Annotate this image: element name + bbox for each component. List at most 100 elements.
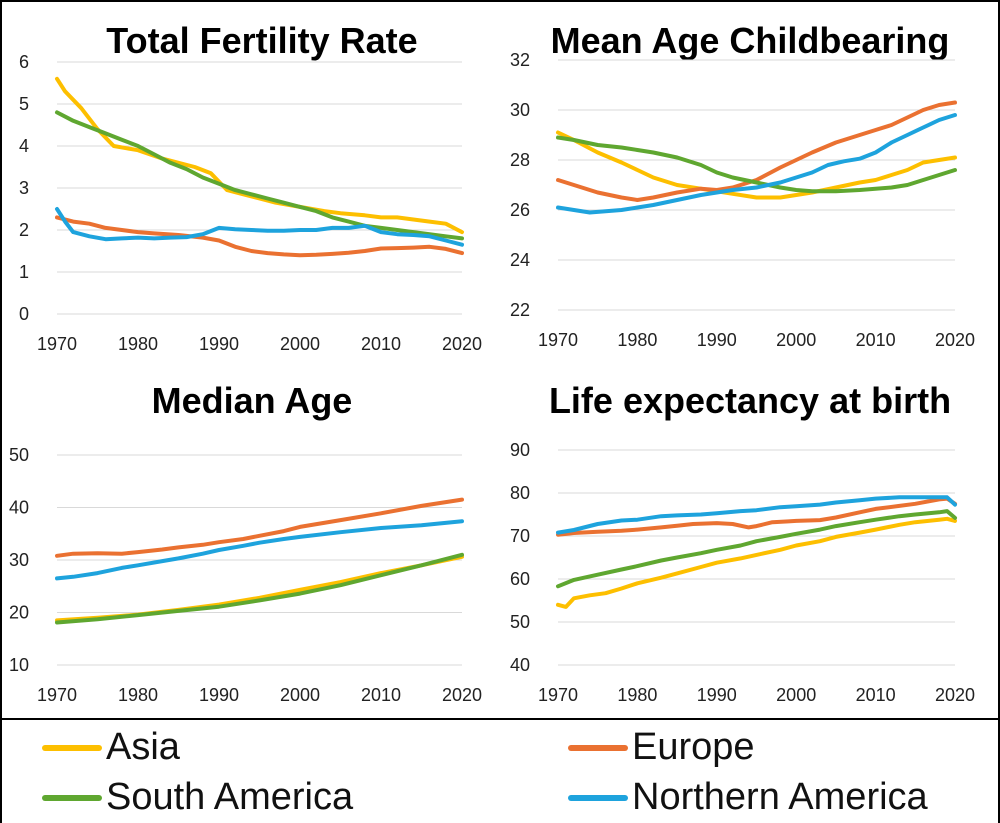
y-tick-label: 26 <box>510 200 530 220</box>
series-line-europe <box>556 100 957 202</box>
y-tick-label: 32 <box>510 50 530 70</box>
x-tick-label: 1990 <box>199 685 239 705</box>
x-tick-label: 2020 <box>442 685 482 705</box>
y-tick-label: 22 <box>510 300 530 320</box>
series-line-northern-america <box>55 207 464 247</box>
series-line-europe <box>55 497 464 558</box>
x-tick-label: 2020 <box>935 685 975 705</box>
chart-median-age: Median Age 10 20 30 40 50 1970 1980 1990 2000 201… <box>2 360 500 718</box>
x-tick-label: 1980 <box>118 685 158 705</box>
legend-item-northern-america: Northern America <box>568 776 928 819</box>
legend: Asia Europe South America Northern Ameri… <box>2 720 998 823</box>
y-tick-label: 0 <box>19 304 29 324</box>
chart-title: Life expectancy at birth <box>548 380 952 421</box>
x-tick-label: 1970 <box>37 685 77 705</box>
series-line-europe <box>556 496 957 537</box>
gridlines <box>558 59 955 311</box>
series-line-south-america <box>55 110 464 241</box>
chart-total-fertility-rate: Total Fertility Rate 0 1 2 3 4 5 6 1970 1980 1990… <box>2 2 500 360</box>
series-line-asia <box>55 76 464 235</box>
chart-title: Median Age <box>151 380 353 421</box>
x-tick-label: 1970 <box>37 334 77 354</box>
series-line-asia <box>556 516 957 609</box>
y-tick-label: 30 <box>510 100 530 120</box>
series-line-south-america <box>55 552 464 625</box>
y-tick-label: 3 <box>19 178 29 198</box>
x-tick-label: 2000 <box>280 685 320 705</box>
figure: Total Fertility Rate 0 1 2 3 4 5 6 1970 1980 1990… <box>2 2 998 718</box>
x-tick-label: 2010 <box>361 685 401 705</box>
legend-item-south-america: South America <box>42 776 353 819</box>
series-line-asia <box>556 130 957 200</box>
x-tick-label: 2010 <box>856 685 896 705</box>
x-tick-label: 1970 <box>538 330 578 350</box>
y-tick-label: 4 <box>19 136 29 156</box>
x-tick-label: 2000 <box>776 685 816 705</box>
x-tick-label: 2020 <box>935 330 975 350</box>
legend-swatch-south-america <box>42 794 102 801</box>
y-tick-label: 24 <box>510 250 530 270</box>
series-line-asia <box>55 554 464 623</box>
x-tick-label: 1990 <box>697 330 737 350</box>
x-tick-label: 1990 <box>199 334 239 354</box>
chart-life-expectancy: Life expectancy at birth 40 50 60 70 80 90 197… <box>500 360 998 718</box>
x-axis-ticks: 1970 1980 1990 2000 2010 2020 <box>538 330 975 350</box>
x-tick-label: 1990 <box>697 685 737 705</box>
plot-area: 40 50 60 70 80 90 1970 1980 1990 2000 2010 2020 <box>510 440 975 705</box>
y-tick-label: 5 <box>19 94 29 114</box>
x-axis-ticks: 1970 1980 1990 2000 2010 2020 <box>37 334 482 354</box>
legend-item-europe: Europe <box>568 726 755 769</box>
y-tick-label: 40 <box>9 498 29 518</box>
y-axis-ticks: 40 50 60 70 80 90 <box>510 440 530 675</box>
y-tick-label: 40 <box>510 655 530 675</box>
y-tick-label: 60 <box>510 569 530 589</box>
legend-label: Northern America <box>632 776 928 818</box>
y-tick-label: 2 <box>19 220 29 240</box>
y-tick-label: 20 <box>9 603 29 623</box>
gridlines <box>57 454 462 666</box>
legend-label: Europe <box>632 726 755 768</box>
y-tick-label: 1 <box>19 262 29 282</box>
x-tick-label: 2010 <box>361 334 401 354</box>
chart-mean-age-childbearing: Mean Age Childbearing 22 24 26 28 30 32 1970 19… <box>500 2 998 360</box>
y-tick-label: 90 <box>510 440 530 460</box>
y-tick-label: 10 <box>9 655 29 675</box>
series-line-northern-america <box>55 519 464 581</box>
plot-area: 22 24 26 28 30 32 1970 1980 1990 2000 2010 2020 <box>510 50 975 350</box>
series-line-northern-america <box>556 495 957 535</box>
chart-title: Total Fertility Rate <box>106 20 418 61</box>
plot-area: 0 1 2 3 4 5 6 1970 1980 1990 2000 2010 2020 <box>19 52 482 354</box>
x-tick-label: 1970 <box>538 685 578 705</box>
chart-title: Mean Age Childbearing <box>550 20 950 61</box>
x-tick-label: 2020 <box>442 334 482 354</box>
legend-label: South America <box>106 776 354 818</box>
legend-swatch-northern-america <box>568 794 628 801</box>
y-axis-ticks: 10 20 30 40 50 <box>9 445 29 675</box>
series-line-south-america <box>556 509 957 589</box>
y-tick-label: 50 <box>510 612 530 632</box>
y-tick-label: 6 <box>19 52 29 72</box>
y-tick-label: 70 <box>510 526 530 546</box>
series-line-south-america <box>556 135 957 194</box>
y-tick-label: 28 <box>510 150 530 170</box>
x-tick-label: 1980 <box>617 685 657 705</box>
x-axis-ticks: 1970 1980 1990 2000 2010 2020 <box>37 685 482 705</box>
legend-label: Asia <box>106 726 180 768</box>
x-tick-label: 1980 <box>118 334 158 354</box>
series-line-europe <box>55 215 464 258</box>
y-tick-label: 50 <box>9 445 29 465</box>
plot-area: 10 20 30 40 50 1970 1980 1990 2000 2010 2020 <box>9 445 482 705</box>
y-tick-label: 80 <box>510 483 530 503</box>
y-tick-label: 30 <box>9 550 29 570</box>
x-tick-label: 2010 <box>856 330 896 350</box>
gridlines <box>558 449 955 666</box>
y-axis-ticks: 22 24 26 28 30 32 <box>510 50 530 320</box>
x-tick-label: 2000 <box>280 334 320 354</box>
legend-swatch-asia <box>42 744 102 751</box>
x-tick-label: 1980 <box>617 330 657 350</box>
y-axis-ticks: 0 1 2 3 4 5 6 <box>19 52 29 324</box>
legend-swatch-europe <box>568 744 628 751</box>
gridlines <box>57 61 462 315</box>
x-axis-ticks: 1970 1980 1990 2000 2010 2020 <box>538 685 975 705</box>
legend-item-asia: Asia <box>42 726 180 769</box>
